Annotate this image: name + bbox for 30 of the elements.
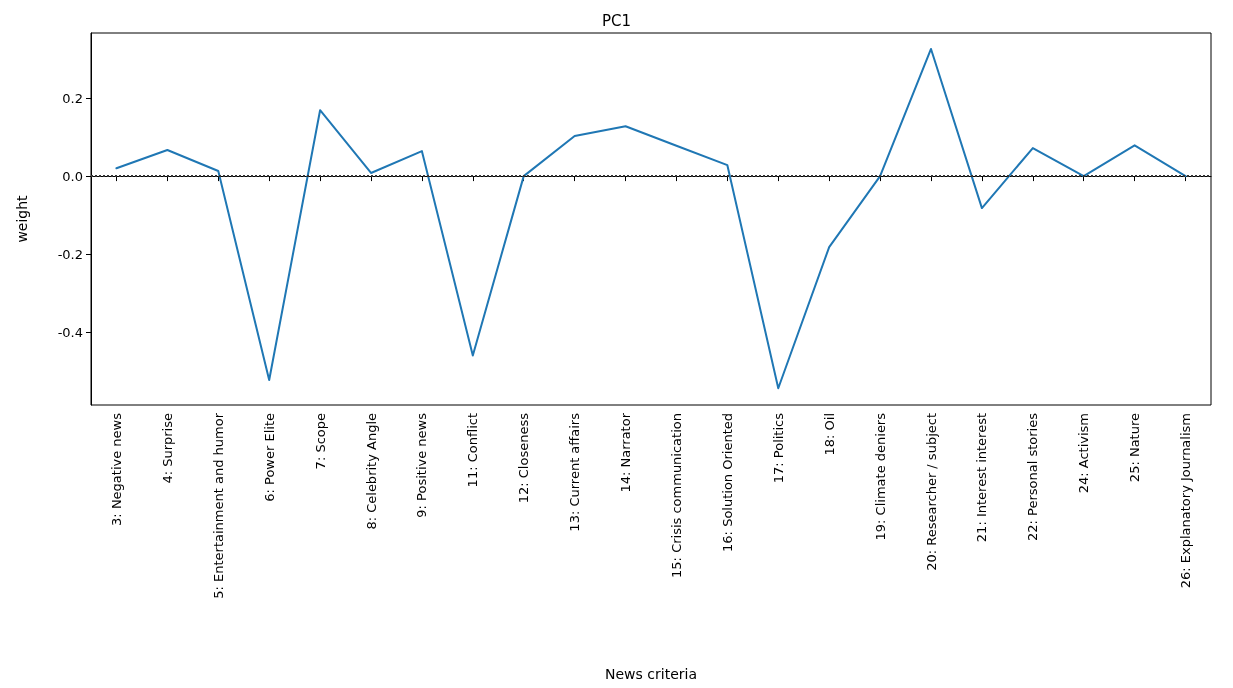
x-tick-label: 21: Interest interest [974,413,990,543]
chart-title: PC1 [601,11,632,30]
x-tick-label: 17: Politics [770,412,786,484]
x-tick-label: 3: Negative news [108,412,124,526]
x-tick-label: 15: Crisis communication [668,413,684,578]
x-tick-label: 22: Personal stories [1025,412,1041,542]
line-series [115,47,1187,390]
x-tick-label: 24: Activism [1076,413,1092,494]
x-tick-label: 26: Explanatory Journalism [1178,413,1194,589]
x-tick-label: 13: Current affairs [567,412,583,532]
x-tick-label: 18: Oil [821,413,837,456]
y-tick-label: 0.2 [62,90,83,106]
y-tick-label: 0.0 [62,168,83,184]
x-tick-label: 7: Scope [312,413,328,470]
x-tick-label: 11: Conflict [465,413,481,488]
x-tick-label: 12: Closeness [516,412,532,504]
x-tick-label: 25: Nature [1127,413,1143,483]
x-tick-label: 20: Researcher / subject [923,413,939,571]
x-tick-label: 19: Climate deniers [872,412,888,541]
y-tick-label: -0.2 [57,246,83,262]
x-tick-label: 5: Entertainment and humor [210,412,226,599]
y-axis-title: weight [14,194,30,243]
x-axis-title: News criteria [605,666,697,682]
x-tick-label: 14: Narrator [618,412,634,493]
x-tick-label: 16: Solution Oriented [719,413,735,552]
x-tick-label: 9: Positive news [414,412,430,518]
x-tick-label: 6: Power Elite [261,413,277,502]
y-tick-label: -0.4 [57,324,83,340]
x-tick-label: 4: Surprise [159,413,175,484]
x-tick-label: 8: Celebrity Angle [363,413,379,530]
